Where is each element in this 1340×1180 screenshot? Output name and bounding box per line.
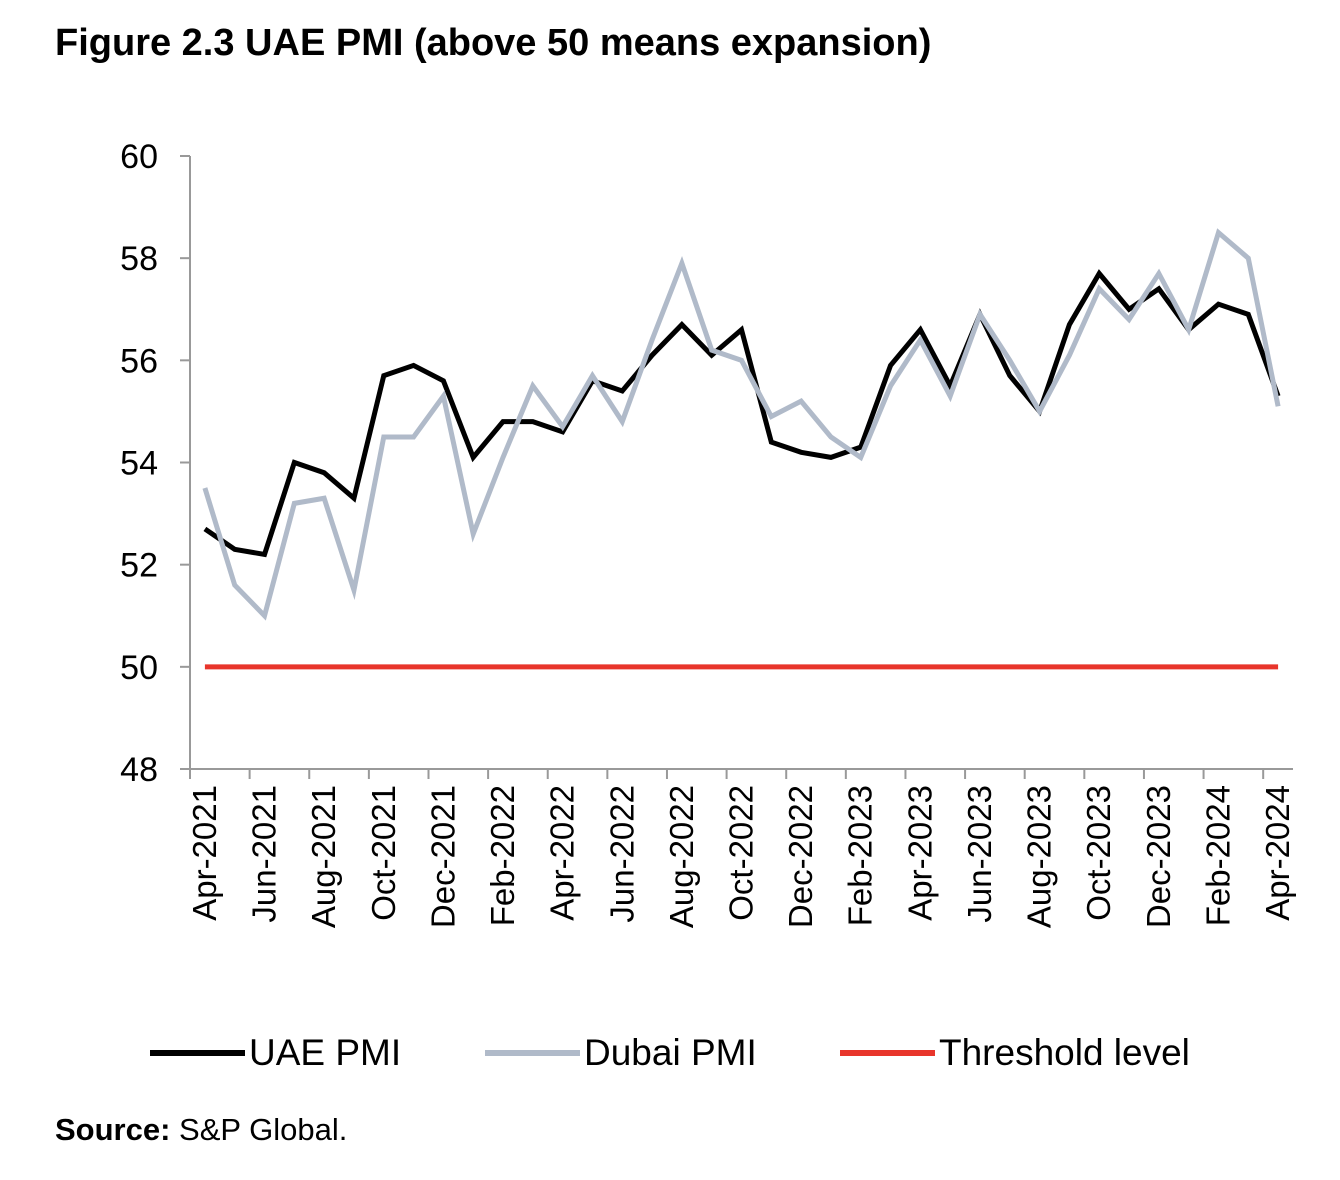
legend-item-dubai: Dubai PMI [485,1032,757,1074]
x-tick-label: Feb-2023 [842,785,879,926]
x-tick-label: Jun-2021 [246,785,283,923]
legend-label-threshold: Threshold level [939,1032,1190,1073]
y-tick-label: 56 [120,342,158,380]
x-tick-label: Apr-2022 [544,785,581,921]
x-tick-label: Dec-2021 [424,785,461,928]
x-tick-label: Oct-2022 [723,785,760,921]
x-tick-label: Aug-2023 [1021,785,1058,928]
source-note: Source: S&P Global. [55,1112,347,1148]
legend-swatch-threshold [840,1050,935,1056]
y-tick-label: 52 [120,547,158,585]
x-tick-label: Aug-2021 [305,785,342,928]
legend-item-uae: UAE PMI [150,1032,401,1074]
series-line-dubai-pmi [202,228,1281,621]
y-tick-label: 50 [120,649,158,687]
source-label: Source: [55,1112,171,1147]
y-tick-label: 58 [120,240,158,278]
x-tick-label: Apr-2024 [1259,785,1296,921]
legend-item-threshold: Threshold level [840,1032,1190,1074]
line-chart: 48 50 52 54 56 58 60 Apr-2021 Jun-2021 Aug-2021 Oc… [120,138,1296,928]
x-tick-label: Apr-2023 [901,785,938,921]
x-tick-label: Feb-2024 [1199,785,1236,926]
legend-label-dubai: Dubai PMI [584,1032,757,1073]
y-tick-label: 48 [120,751,158,789]
x-tick-label: Apr-2021 [186,785,223,921]
x-tick-label: Jun-2022 [603,785,640,923]
legend-swatch-uae [150,1050,245,1056]
source-text: S&P Global. [179,1112,348,1147]
x-tick-label: Feb-2022 [484,785,521,926]
x-tick-label: Dec-2022 [782,785,819,928]
series-line-uae-pmi [203,269,1281,558]
x-tick-label: Dec-2023 [1140,785,1177,928]
chart-title: Figure 2.3 UAE PMI (above 50 means expan… [55,22,932,64]
x-tick-label: Aug-2022 [663,785,700,928]
x-tick-label: Jun-2023 [961,785,998,923]
legend-label-uae: UAE PMI [249,1032,402,1073]
x-tick-label: Oct-2021 [365,785,402,921]
x-tick-label: Oct-2023 [1080,785,1117,921]
legend-swatch-dubai [485,1050,580,1056]
y-tick-label: 54 [120,445,158,483]
y-tick-label: 60 [120,138,158,176]
